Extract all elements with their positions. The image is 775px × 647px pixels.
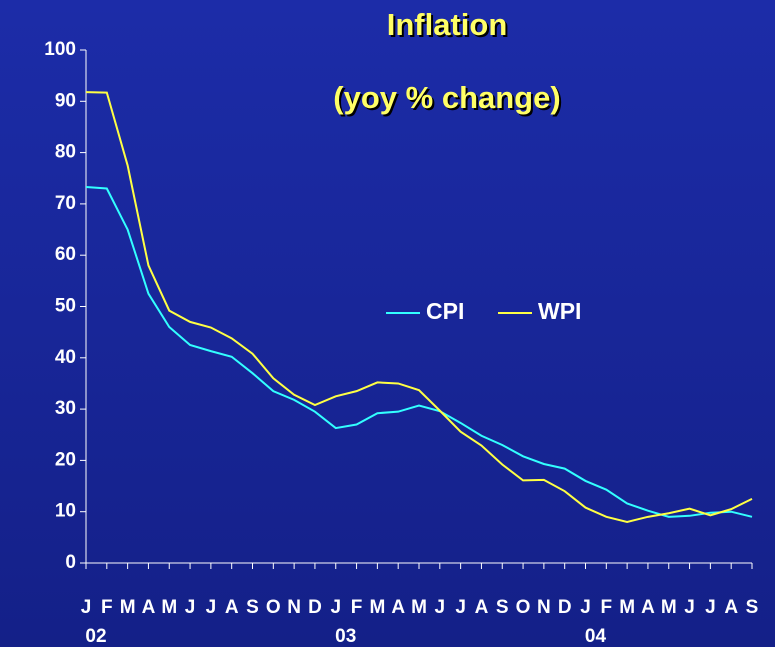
x-tick-label: D [558, 597, 572, 618]
x-tick-label: J [330, 597, 341, 618]
subtitle-shadow: (yoy % change) [335, 82, 562, 117]
chart-title: Inflation [387, 7, 508, 42]
y-tick-label: 0 [65, 552, 76, 573]
y-tick-label: 100 [44, 39, 76, 60]
x-tick-label: A [475, 597, 489, 618]
y-tick-label: 80 [55, 142, 76, 163]
x-tick-label: M [661, 597, 677, 618]
y-tick-label: 20 [55, 449, 76, 470]
x-tick-label: A [641, 597, 655, 618]
y-tick-label: 40 [55, 347, 76, 368]
x-tick-label: J [206, 597, 217, 618]
x-tick-label: A [724, 597, 738, 618]
title-shadow: Inflation [389, 9, 510, 44]
x-tick-label: O [516, 597, 531, 618]
x-tick-label: S [246, 597, 259, 618]
y-tick-label: 70 [55, 193, 76, 214]
year-label: 04 [585, 626, 607, 647]
x-tick-label: M [120, 597, 136, 618]
y-tick-label: 90 [55, 90, 76, 111]
x-tick-label: J [580, 597, 591, 618]
year-label: 03 [335, 626, 356, 647]
x-tick-label: F [601, 597, 613, 618]
x-tick-label: M [619, 597, 635, 618]
x-tick-label: J [185, 597, 196, 618]
year-label: 02 [85, 626, 106, 647]
legend-label: CPI [426, 298, 464, 324]
x-tick-label: J [435, 597, 446, 618]
x-tick-label: M [369, 597, 385, 618]
x-tick-label: M [411, 597, 427, 618]
x-tick-label: J [705, 597, 716, 618]
x-tick-label: O [266, 597, 281, 618]
x-tick-label: J [455, 597, 466, 618]
legend-label: WPI [538, 298, 581, 324]
x-tick-label: A [142, 597, 156, 618]
x-tick-label: S [496, 597, 509, 618]
x-tick-label: F [101, 597, 113, 618]
x-tick-label: A [225, 597, 239, 618]
x-tick-label: N [287, 597, 301, 618]
series-line [85, 91, 753, 523]
x-tick-label: N [537, 597, 551, 618]
series-line [85, 185, 753, 518]
x-tick-label: M [161, 597, 177, 618]
x-tick-label: J [81, 597, 92, 618]
y-tick-label: 10 [55, 501, 76, 522]
y-tick-label: 60 [55, 244, 76, 265]
x-tick-label: S [746, 597, 759, 618]
x-tick-label: D [308, 597, 322, 618]
x-tick-label: J [684, 597, 695, 618]
y-tick-label: 30 [55, 398, 76, 419]
x-tick-label: F [351, 597, 363, 618]
chart-subtitle: (yoy % change) [333, 80, 560, 115]
x-tick-label: A [391, 597, 405, 618]
y-tick-label: 50 [55, 296, 76, 317]
